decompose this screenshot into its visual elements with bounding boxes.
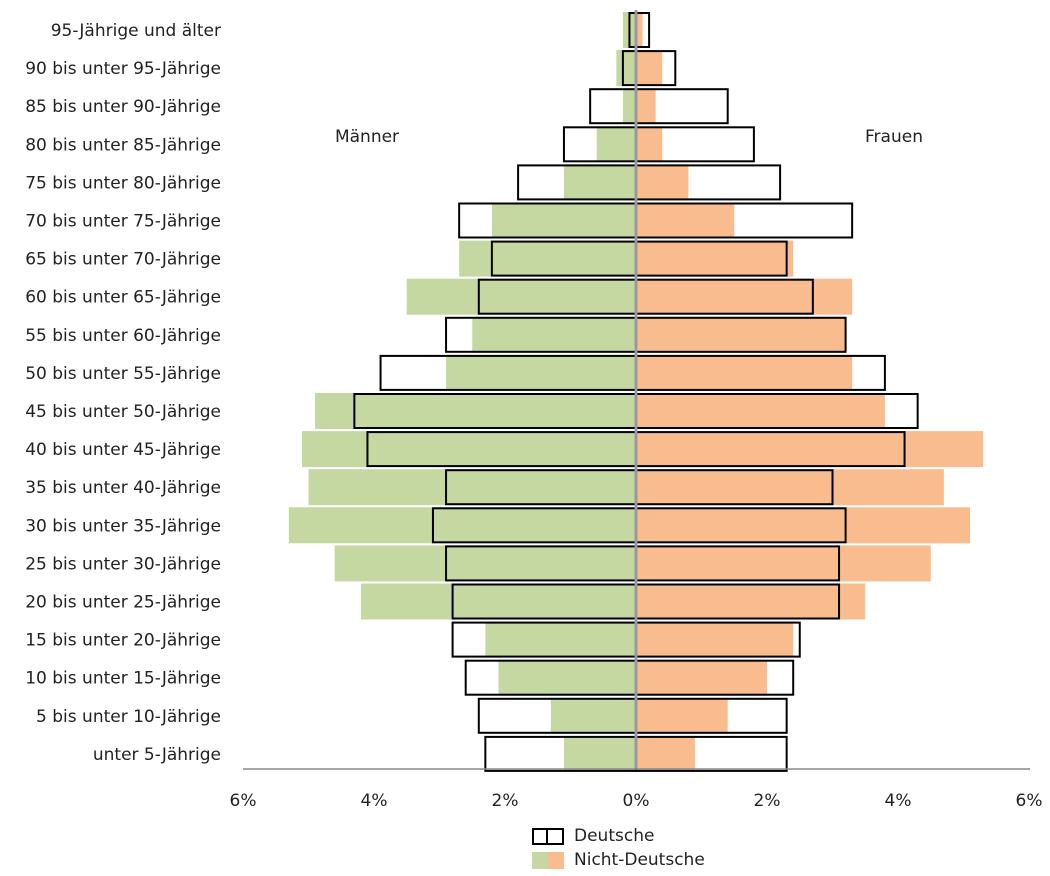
legend-swatch-deutsche [532,827,564,845]
category-label: 90 bis unter 95-Jährige [25,59,221,79]
bar-female-nicht-deutsche [636,126,663,163]
x-tick-label: 6% [1016,791,1043,811]
bar-male-nicht-deutsche [485,621,636,658]
legend-label-nicht-deutsche: Nicht-Deutsche [574,850,705,870]
bar-female-nicht-deutsche [636,621,794,658]
category-label: 55 bis unter 60-Jährige [25,326,221,346]
legend-swatch-nicht-deutsche [532,851,564,869]
bar-female-nicht-deutsche [636,469,944,506]
legend-item-nicht-deutsche: Nicht-Deutsche [532,850,705,870]
bar-female-nicht-deutsche [636,354,853,391]
bar-female-nicht-deutsche [636,735,695,772]
category-label: unter 5-Jährige [93,745,221,765]
category-label: 15 bis unter 20-Jährige [25,631,221,651]
bar-male-nicht-deutsche [563,735,636,772]
bar-male-nicht-deutsche [550,697,636,734]
category-label: 25 bis unter 30-Jährige [25,554,221,574]
category-label: 10 bis unter 15-Jährige [25,669,221,689]
bar-male-nicht-deutsche [459,240,636,277]
x-tick-label: 4% [885,791,912,811]
x-tick-label: 4% [361,791,388,811]
bar-male-nicht-deutsche [360,583,636,620]
bar-female-nicht-deutsche [636,393,885,429]
x-tick-label: 2% [754,791,781,811]
bar-female-nicht-deutsche [636,164,689,201]
category-label: 85 bis unter 90-Jährige [25,97,221,117]
bar-female-nicht-deutsche [636,545,931,582]
bar-female-nicht-deutsche [636,50,663,87]
category-label: 80 bis unter 85-Jährige [25,135,221,155]
x-tick-label: 6% [230,791,257,811]
legend-item-deutsche: Deutsche [532,826,654,846]
bar-male-nicht-deutsche [288,507,636,544]
category-label: 45 bis unter 50-Jährige [25,402,221,422]
bar-male-nicht-deutsche [308,469,636,506]
category-label: 65 bis unter 70-Jährige [25,250,221,270]
bar-male-nicht-deutsche [563,164,636,201]
bar-female-nicht-deutsche [636,278,853,315]
bar-male-nicht-deutsche [472,316,636,353]
bar-male-nicht-deutsche [446,354,636,391]
bar-female-nicht-deutsche [636,202,735,239]
bar-male-nicht-deutsche [315,393,636,429]
category-label: 70 bis unter 75-Jährige [25,212,221,232]
legend-label-deutsche: Deutsche [574,826,655,846]
bar-male-nicht-deutsche [622,88,636,125]
bar-male-nicht-deutsche [334,545,636,582]
category-label: 60 bis unter 65-Jährige [25,288,221,308]
x-tick-label: 0% [623,791,650,811]
bar-female-nicht-deutsche [636,583,866,620]
bar-female-nicht-deutsche [636,316,846,353]
legend: Deutsche Nicht-Deutsche [532,826,792,876]
bar-male-nicht-deutsche [616,50,636,87]
bar-female-nicht-deutsche [636,697,728,734]
annotation-frauen: Frauen [865,127,923,147]
category-label: 20 bis unter 25-Jährige [25,593,221,613]
x-tick-label: 2% [492,791,519,811]
bar-male-nicht-deutsche [596,126,636,163]
bar-female-nicht-deutsche [636,507,971,544]
category-label: 40 bis unter 45-Jährige [25,440,221,460]
bar-female-nicht-deutsche [636,659,767,696]
bar-male-nicht-deutsche [498,659,636,696]
category-label: 30 bis unter 35-Jährige [25,516,221,536]
bar-female-nicht-deutsche [636,88,656,125]
category-label: 95-Jährige und älter [51,21,221,41]
bar-female-nicht-deutsche [636,431,984,468]
bar-female-nicht-deutsche [636,240,794,277]
bar-female-nicht-deutsche [636,12,643,48]
bar-male-nicht-deutsche [301,431,636,468]
category-label: 50 bis unter 55-Jährige [25,364,221,384]
category-label: 5 bis unter 10-Jährige [36,707,221,727]
category-label: 75 bis unter 80-Jährige [25,173,221,193]
bar-male-nicht-deutsche [491,202,636,239]
annotation-maenner: Männer [335,127,399,147]
bar-male-nicht-deutsche [406,278,636,315]
category-label: 35 bis unter 40-Jährige [25,478,221,498]
